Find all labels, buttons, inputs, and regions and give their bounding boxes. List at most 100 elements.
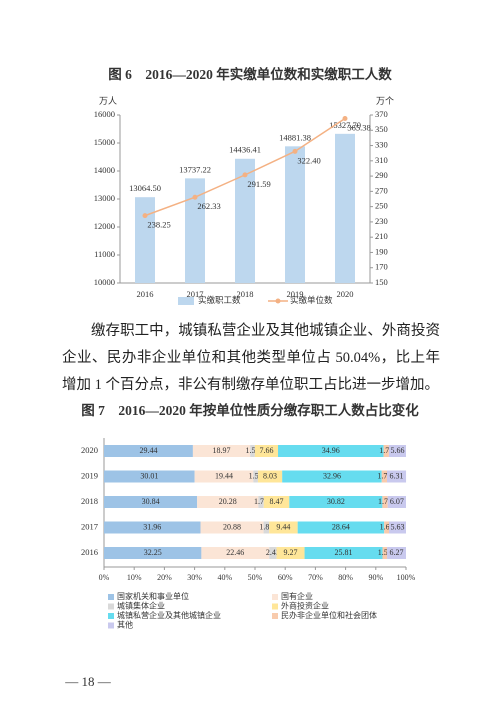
legend-label: 实缴单位数 bbox=[290, 295, 333, 305]
x-tick-label: 2018 bbox=[237, 289, 254, 299]
x-tick-label: 40% bbox=[217, 573, 232, 582]
bar-segment bbox=[200, 521, 264, 534]
segment-value-label: 1.75 bbox=[377, 471, 391, 480]
x-tick-label: 2017 bbox=[187, 289, 204, 299]
segment-value-label: 1.85 bbox=[259, 522, 273, 531]
segment-value-label: 30.01 bbox=[140, 471, 158, 480]
segment-value-label: 6.27 bbox=[390, 548, 404, 557]
line-value-label: 365.38 bbox=[347, 122, 370, 132]
y-tick-label: 2020 bbox=[81, 445, 98, 455]
legend-swatch bbox=[272, 594, 278, 600]
bar-segment bbox=[254, 445, 279, 457]
chart-title: 图 6 2016—2020 年实缴单位数和实缴职工人数 bbox=[108, 66, 392, 82]
bar-segment bbox=[104, 496, 198, 508]
legend-label: 民办非企业单位和社会团体 bbox=[281, 610, 377, 620]
bar bbox=[135, 197, 155, 283]
line-marker bbox=[342, 116, 348, 122]
line-marker bbox=[292, 148, 298, 154]
segment-value-label: 5.66 bbox=[390, 446, 404, 455]
segment-value-label: 30.84 bbox=[142, 497, 160, 506]
line-value-label: 238.25 bbox=[147, 220, 170, 230]
segment-value-label: 1.76 bbox=[379, 446, 393, 455]
segment-value-label: 32.25 bbox=[144, 548, 162, 557]
bar-value-label: 15327.70 bbox=[329, 120, 361, 130]
y-tick-label: 15000 bbox=[94, 137, 115, 147]
y2-tick-label: 170 bbox=[375, 262, 388, 272]
x-tick-label: 30% bbox=[187, 573, 202, 582]
bar bbox=[285, 146, 305, 283]
y2-tick-label: 230 bbox=[375, 216, 388, 226]
y-tick-label: 10000 bbox=[94, 277, 115, 287]
segment-value-label: 6.31 bbox=[390, 471, 404, 480]
x-tick-label: 60% bbox=[278, 573, 293, 582]
bar-value-label: 14881.38 bbox=[279, 132, 311, 142]
x-tick-label: 90% bbox=[368, 573, 383, 582]
segment-value-label: 2.43 bbox=[266, 548, 280, 557]
segment-value-label: 7.66 bbox=[259, 446, 273, 455]
legend-label: 国有企业 bbox=[281, 591, 313, 601]
legend-swatch bbox=[108, 622, 114, 629]
y2-tick-label: 370 bbox=[375, 109, 388, 119]
segment-value-label: 32.96 bbox=[323, 471, 341, 480]
bar-segment bbox=[263, 521, 270, 534]
segment-value-label: 8.47 bbox=[270, 497, 284, 506]
bar-segment bbox=[258, 496, 264, 508]
legend-swatch bbox=[108, 594, 114, 600]
bar bbox=[185, 178, 205, 283]
segment-value-label: 9.44 bbox=[276, 522, 290, 531]
x-tick-label: 50% bbox=[248, 573, 263, 582]
bar-segment bbox=[282, 470, 382, 483]
legend-label: 外商投资企业 bbox=[281, 600, 329, 610]
segment-value-label: 8.03 bbox=[263, 471, 277, 480]
y-tick-label: 2018 bbox=[81, 496, 98, 506]
segment-value-label: 1.77 bbox=[254, 497, 268, 506]
x-tick-label: 20% bbox=[157, 573, 172, 582]
legend-swatch bbox=[108, 613, 114, 619]
bar-segment bbox=[387, 547, 406, 559]
bar-value-label: 13737.22 bbox=[179, 164, 211, 174]
segment-value-label: 1.60 bbox=[380, 522, 394, 531]
bar-segment bbox=[201, 547, 270, 559]
y-tick-label: 16000 bbox=[94, 109, 115, 119]
bar-segment bbox=[383, 445, 389, 457]
x-tick-label: 2020 bbox=[337, 289, 354, 299]
segment-value-label: 6.07 bbox=[390, 497, 404, 506]
segment-value-label: 25.81 bbox=[335, 548, 353, 557]
bar-segment bbox=[297, 521, 385, 534]
paragraph: 缴存职工中，城镇私营企业及其他城镇企业、外商投资企业、民办非企业单位和其他类型单… bbox=[62, 323, 440, 393]
x-tick-label: 80% bbox=[338, 573, 353, 582]
legend-label: 城镇私营企业及其他城镇企业 bbox=[117, 610, 221, 620]
y-tick-label: 2016 bbox=[81, 547, 98, 557]
y-tick-label: 2019 bbox=[81, 470, 98, 480]
segment-value-label: 22.46 bbox=[226, 548, 244, 557]
segment-value-label: 30.82 bbox=[327, 497, 345, 506]
bar-segment bbox=[257, 470, 283, 483]
legend-marker bbox=[275, 298, 281, 304]
segment-value-label: 29.44 bbox=[139, 446, 157, 455]
y2-tick-label: 250 bbox=[375, 201, 388, 211]
segment-value-label: 1.52 bbox=[249, 471, 263, 480]
legend-label: 实缴职工数 bbox=[198, 295, 241, 305]
x-tick-label: 2019 bbox=[287, 289, 304, 299]
bar-segment bbox=[388, 521, 406, 534]
y2-tick-label: 270 bbox=[375, 185, 388, 195]
segment-value-label: 1.51 bbox=[378, 548, 392, 557]
bar-segment bbox=[197, 496, 259, 508]
y-tick-label: 13000 bbox=[94, 193, 115, 203]
segment-value-label: 28.64 bbox=[332, 522, 350, 531]
line-marker bbox=[192, 194, 198, 200]
x-tick-label: 70% bbox=[308, 573, 323, 582]
y-tick-label: 2017 bbox=[81, 521, 98, 531]
legend-swatch bbox=[272, 603, 278, 610]
legend-label: 国家机关和事业单位 bbox=[117, 591, 189, 601]
y2-tick-label: 150 bbox=[375, 277, 388, 287]
bar-segment bbox=[289, 496, 383, 508]
bar bbox=[335, 133, 355, 283]
legend-swatch bbox=[178, 297, 194, 305]
y2-axis-label: 万个 bbox=[376, 96, 394, 106]
bar-segment bbox=[304, 547, 383, 559]
line-marker bbox=[142, 213, 148, 219]
y2-tick-label: 210 bbox=[375, 231, 388, 241]
bar-segment bbox=[388, 445, 406, 457]
segment-value-label: 19.44 bbox=[215, 471, 233, 480]
